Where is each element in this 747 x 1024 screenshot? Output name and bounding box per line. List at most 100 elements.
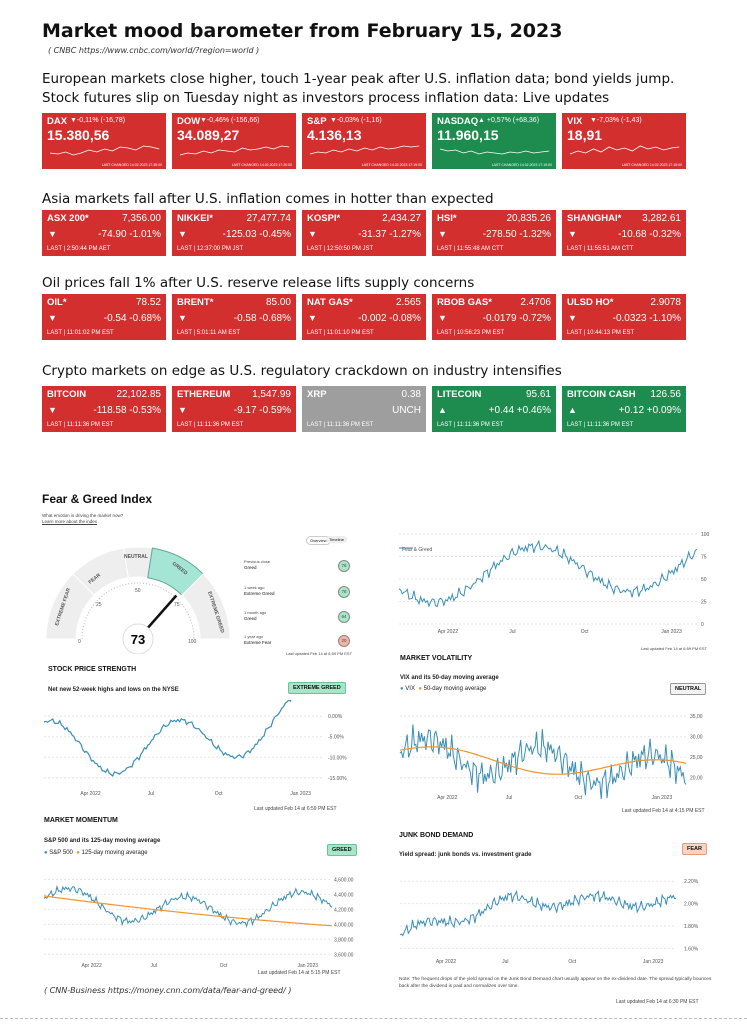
tile-symbol: HSI* [437, 213, 457, 224]
gauge-scale-100: 100 [188, 639, 197, 645]
tile-price: 11.960,15 [437, 127, 499, 143]
tile-change: -0.0323 -1.10% [612, 313, 681, 324]
junk-bond-title: JUNK BOND DEMAND [399, 832, 474, 839]
tile-symbol: S&P [307, 116, 327, 127]
history-label: Greed [244, 616, 257, 621]
tile-last-time: LAST CHANGED 14.02.2023 17:15:00 [621, 163, 682, 167]
volatility-subtitle: VIX and its 50-day moving average [400, 675, 499, 681]
tile-sparkline [49, 145, 160, 156]
source-cnn[interactable]: ( CNN-Business https://money.cnn.com/dat… [44, 986, 292, 995]
tile-last-time: LAST | 11:11:36 PM EST [437, 422, 504, 428]
stock-strength-chart: Apr 2022 Jul Oct Jan 2023 0.00% -5.00% -10.00%… [43, 700, 347, 797]
x-tick-label: Jan 2023 [643, 959, 664, 965]
tile-sparkline [309, 145, 420, 155]
momentum-legend-ma: 125-day moving average [81, 850, 148, 856]
crypto-tile[interactable]: BITCOIN 22,102.85 ▼ -118.58 -0.53% LAST | 11… [42, 386, 166, 432]
learn-more-link[interactable]: Learn more about the index [42, 519, 98, 524]
tile-last-time: LAST | 12:50:50 PM JST [307, 246, 374, 252]
tile-symbol: NAT GAS* [307, 297, 353, 308]
fear-greed-gauge: EXTREME FEAR FEAR NEUTRAL GREED EXTREME … [45, 546, 231, 654]
tile-last-time: LAST CHANGED 14.02.2023 17:19:00 [361, 163, 422, 167]
tile-change: -118.58 -0.53% [93, 405, 161, 416]
us-tile[interactable]: S&P ▼-0,03% (-1,16) 4.136,13 LAST CHANGED 1… [302, 113, 426, 169]
asia-tile[interactable]: ASX 200* 7,356.00 ▼ -74.90 -1.01% LAST | 2:5… [42, 210, 166, 256]
x-tick-label: Jan 2023 [661, 629, 682, 635]
asia-tile[interactable]: NIKKEI* 27,477.74 ▼ -125.03 -0.45% LAST | 12… [172, 210, 296, 256]
y-tick-label: -10.00% [328, 755, 347, 761]
us-tile[interactable]: DAX ▼-0,11% (-16,78) 15.380,56 LAST CHANGED… [42, 113, 166, 169]
us-tile[interactable]: DOW ▼-0,46% (-156,66) 34.089,27 LAST CHANGE… [172, 113, 296, 169]
tile-change: -31.37 -1.27% [358, 229, 421, 240]
oil-tile[interactable]: RBOB GAS* 2.4706 ▼ -0.0179 -0.72% LAST | 10:… [432, 294, 556, 340]
volatility-legend-ma: 50-day moving average [423, 686, 487, 692]
headline-oil: Oil prices fall 1% after U.S. reserve re… [42, 275, 475, 291]
x-tick-label: Oct [220, 963, 228, 969]
tile-change: -0.002 -0.08% [358, 313, 421, 324]
tile-symbol: DOW [177, 116, 201, 127]
tile-arrow-icon: ▼ [568, 229, 577, 239]
tile-symbol: SHANGHAI* [567, 213, 622, 224]
y-tick-label: 35,00 [690, 714, 703, 720]
y-tick-label: 4,400.00 [334, 892, 354, 898]
x-tick-label: Jan 2023 [652, 795, 673, 801]
gauge-value: 73 [131, 632, 145, 647]
volatility-title: MARKET VOLATILITY [400, 655, 473, 662]
tile-last-time: LAST | 11:01:02 PM EST [47, 330, 114, 336]
asia-tile[interactable]: SHANGHAI* 3,282.61 ▼ -10.68 -0.32% LAST | 11… [562, 210, 686, 256]
tile-sparkline [439, 148, 550, 155]
us-tile[interactable]: VIX ▼-7,03% (-1,43) 18,91 LAST CHANGED 14.0… [562, 113, 686, 169]
crypto-tile[interactable]: ETHEREUM 1,547.99 ▼ -9.17 -0.59% LAST | 11:1… [172, 386, 296, 432]
momentum-legend-sp: S&P 500 [49, 850, 73, 856]
tile-change: +0.44 +0.46% [488, 405, 551, 416]
asia-tile[interactable]: KOSPI* 2,434.27 ▼ -31.37 -1.27% LAST | 12:50… [302, 210, 426, 256]
headline-europe: European markets close higher, touch 1-y… [42, 71, 675, 106]
y-tick-label: 25,00 [690, 755, 703, 761]
stock-strength-badge: EXTREME GREED [288, 682, 346, 694]
tile-symbol: RBOB GAS* [437, 297, 492, 308]
history-when: 1 week ago [244, 585, 265, 590]
us-tile[interactable]: NASDAQ ▲ +0,57% (+68,36) 11.960,15 LAST CHA… [432, 113, 556, 169]
oil-tile[interactable]: OIL* 78.52 ▼ -0.54 -0.68% LAST | 11:01:02 PM… [42, 294, 166, 340]
x-tick-label: Apr 2022 [436, 959, 457, 965]
tile-arrow-icon: ▼ [308, 229, 317, 239]
history-label: Greed [244, 565, 257, 570]
crypto-tile[interactable]: LITECOIN 95.61 ▲ +0.44 +0.46% LAST | 11:11:3… [432, 386, 556, 432]
stock-strength-subtitle: Net new 52-week highs and lows on the NY… [48, 687, 179, 693]
timeline-chart: Fear & Greed Apr 2022 Jul Oct Jan 2023 100 7… [398, 532, 710, 635]
tile-symbol: BITCOIN CASH [567, 389, 636, 400]
tile-change: -0.0179 -0.72% [482, 313, 551, 324]
y-tick-label: -5.00% [328, 735, 344, 741]
tab-timeline[interactable]: Timeline [326, 536, 347, 543]
fear-greed-title: Fear & Greed Index [42, 492, 153, 506]
tile-price: 4.136,13 [307, 127, 362, 143]
oil-tile[interactable]: BRENT* 85.00 ▼ -0.58 -0.68% LAST | 5:01:11 A… [172, 294, 296, 340]
tile-change: ▼-0,11% (-16,78) [70, 117, 126, 124]
asia-tile[interactable]: HSI* 20,835.26 ▼ -278.50 -1.32% LAST | 11:55… [432, 210, 556, 256]
y-tick-label: 75 [701, 555, 707, 561]
history-label: Extreme Fear [244, 640, 272, 645]
x-tick-label: Jul [502, 959, 508, 965]
history-label: Extreme Greed [244, 591, 275, 596]
tile-change: -278.50 -1.32% [482, 229, 551, 240]
tile-price: 15.380,56 [47, 127, 110, 143]
volatility-legend: ● VIX ● 50-day moving average [400, 686, 487, 692]
gauge-center [122, 623, 154, 654]
tile-sparkline [569, 145, 680, 155]
tile-price: 95.61 [525, 389, 551, 400]
junk-bond-chart: Apr 2022 Jul Oct Jan 2023 2.20% 2.00% 1.80% 1.6… [399, 879, 699, 965]
tile-arrow-icon: ▼ [438, 229, 447, 239]
oil-tile[interactable]: NAT GAS* 2.565 ▼ -0.002 -0.08% LAST | 11:01:… [302, 294, 426, 340]
tile-change: ▼-0,03% (-1,16) [330, 117, 382, 124]
tile-change: -0.58 -0.68% [233, 313, 291, 324]
volatility-updated: Last updated Feb 14 at 4:15 PM EST [622, 808, 705, 814]
oil-tile[interactable]: ULSD HO* 2.9078 ▼ -0.0323 -1.10% LAST | 10:4… [562, 294, 686, 340]
tile-symbol: OIL* [47, 297, 67, 308]
tile-price: 2.9078 [650, 297, 681, 308]
momentum-updated: Last updated Feb 14 at 5:15 PM EST [258, 970, 341, 976]
x-tick-label: Jan 2023 [290, 791, 311, 797]
crypto-tile[interactable]: BITCOIN CASH 126.56 ▲ +0.12 +0.09% LAST | 11… [562, 386, 686, 432]
junk-bond-series [399, 889, 677, 937]
crypto-tile[interactable]: XRP 0.38 UNCH LAST | 11:11:36 PM EST [302, 386, 426, 432]
source-cnbc[interactable]: ( CNBC https://www.cnbc.com/world/?regio… [48, 46, 260, 55]
tile-arrow-icon: ▼ [438, 313, 447, 323]
